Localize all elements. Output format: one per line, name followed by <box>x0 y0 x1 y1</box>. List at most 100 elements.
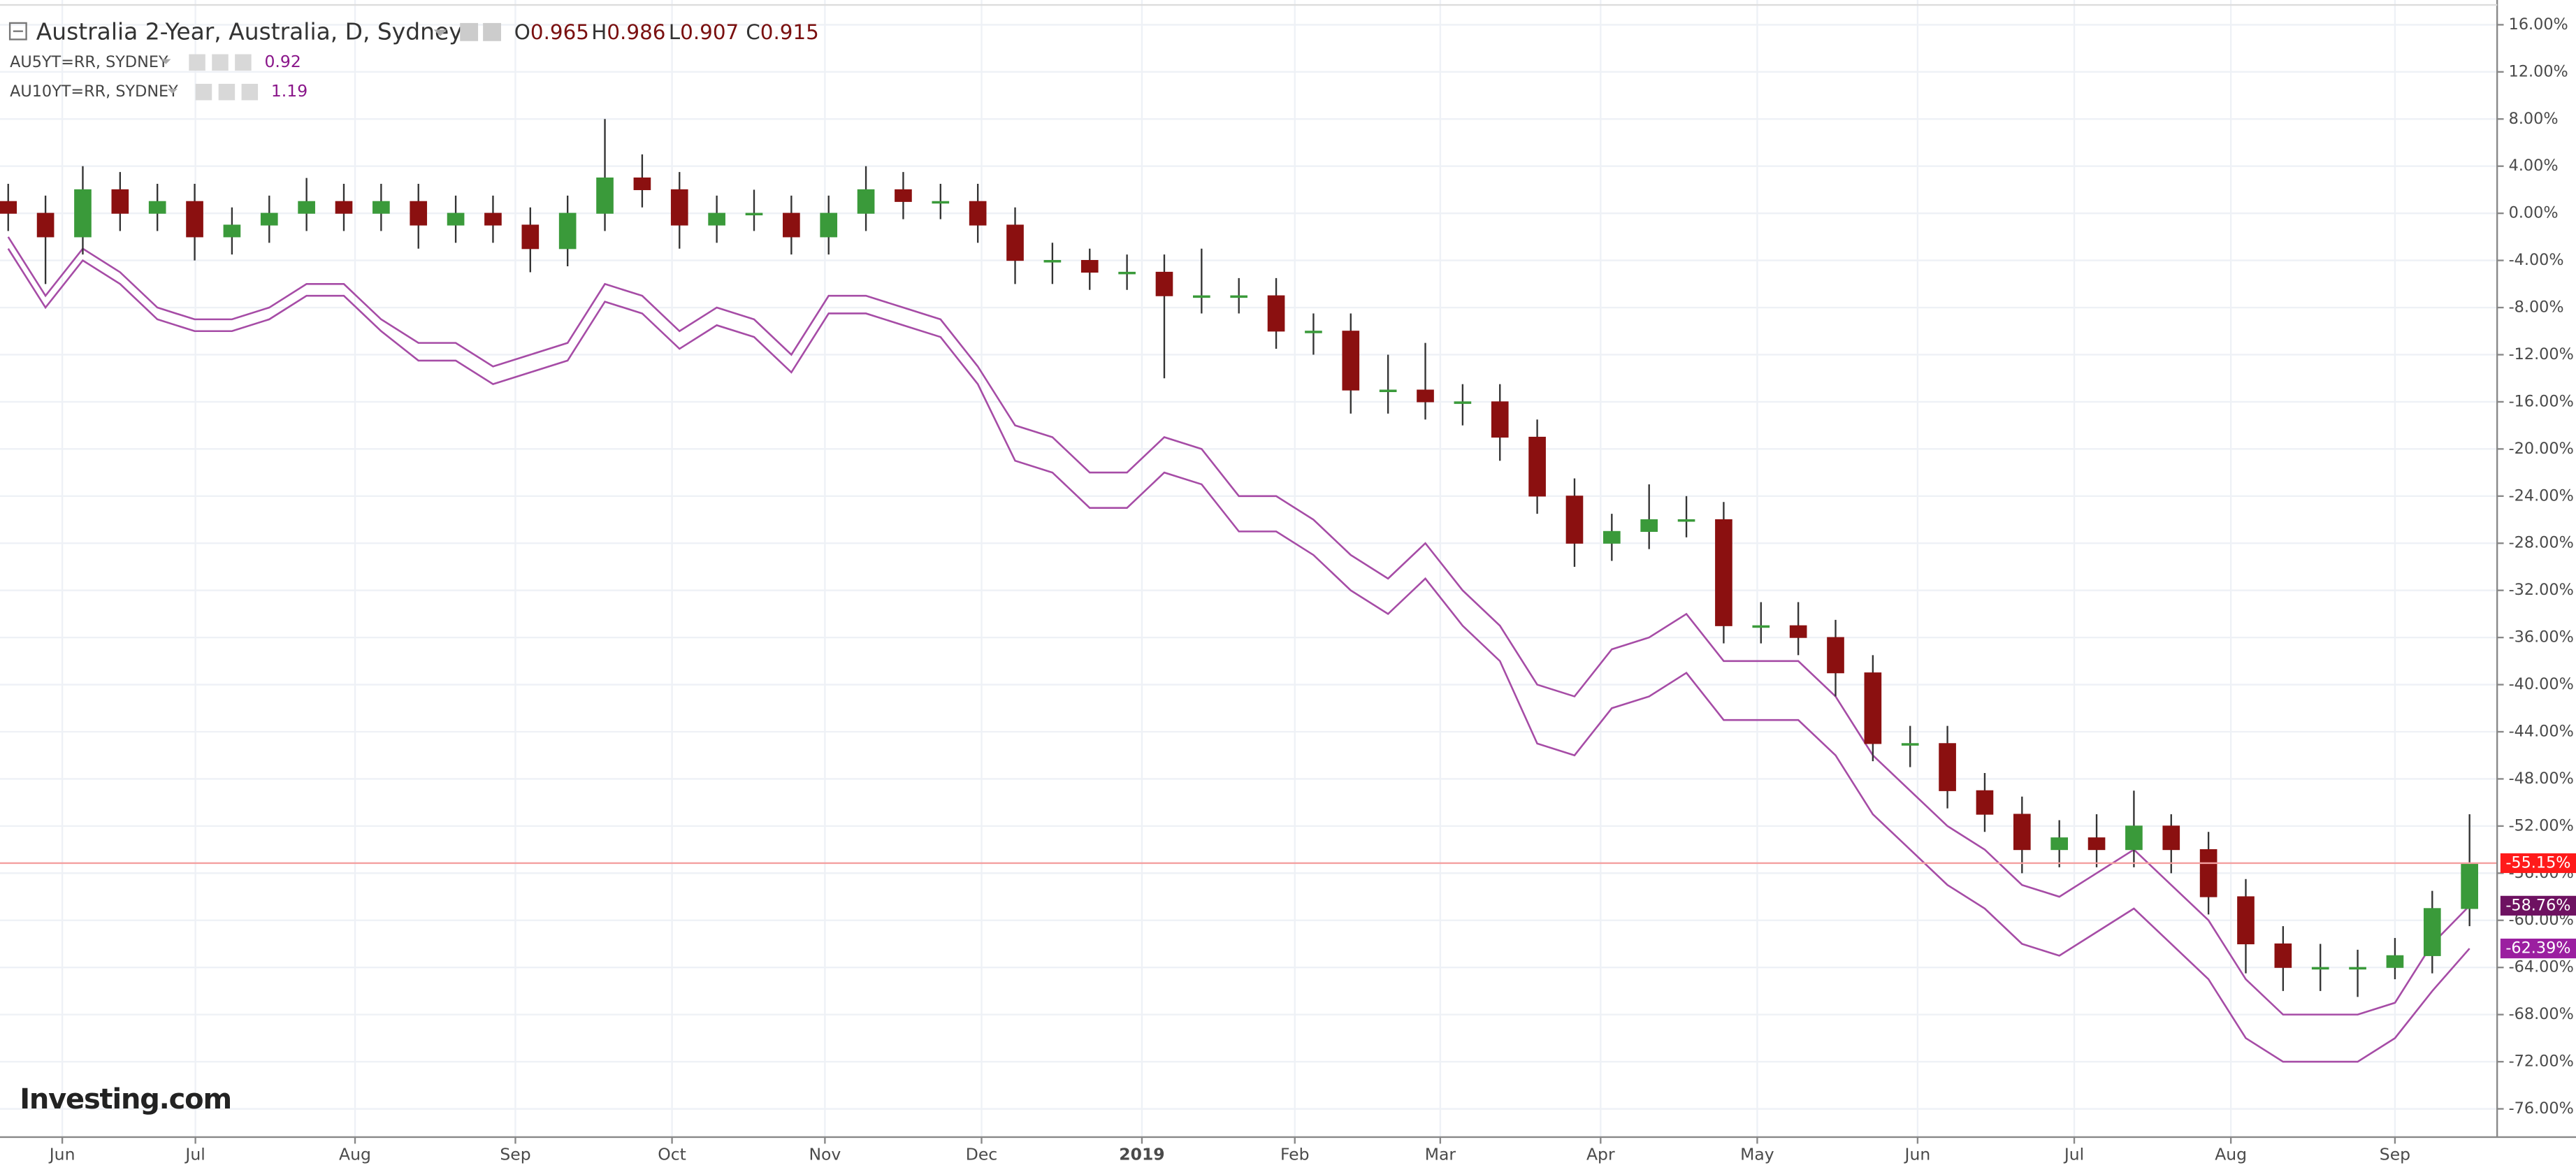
series-dropdown[interactable] <box>167 88 178 94</box>
main-title: Australia 2-Year, Australia, D, Sydney <box>36 18 463 45</box>
x-tick-label: Jul <box>184 1144 205 1164</box>
candle-body <box>223 224 241 238</box>
visibility-icon[interactable] <box>483 22 501 41</box>
comparison-line <box>7 236 2470 1016</box>
candle-body <box>111 189 129 214</box>
series-icon[interactable] <box>189 54 205 71</box>
series-last-label: -62.39% <box>2505 939 2570 958</box>
x-tick-label: Dec <box>966 1144 997 1164</box>
y-tick-label: -20.00% <box>2509 440 2574 458</box>
candle-body <box>1565 496 1584 544</box>
y-tick-label: 16.00% <box>2509 15 2568 34</box>
grid <box>0 0 2498 1137</box>
candle-body <box>1976 790 1994 815</box>
candle-body <box>1193 295 1210 298</box>
y-tick-label: -28.00% <box>2509 534 2574 552</box>
candle-body <box>745 212 763 216</box>
candle-body <box>335 201 353 214</box>
axes: 16.00% 12.00% 8.00% 4.00% 0.00% -4.00% -8.00% -… <box>48 15 2576 1164</box>
y-tick-label: -32.00% <box>2509 581 2574 599</box>
candle-body <box>0 201 17 214</box>
series-icon[interactable] <box>195 83 212 101</box>
candle-body <box>895 189 912 202</box>
y-tick-label: -8.00% <box>2509 298 2564 317</box>
candle-body <box>1901 743 1919 746</box>
series-name: AU5YT=RR, SYDNEY <box>10 53 168 71</box>
ohlc-letter: C <box>746 20 760 44</box>
candle-body <box>1118 271 1136 275</box>
last-price-badge <box>2500 853 2576 874</box>
x-tick-label: Nov <box>809 1144 841 1164</box>
series-icon[interactable] <box>241 83 259 101</box>
candle-body <box>1715 519 1732 626</box>
candle-body <box>2311 967 2329 970</box>
y-tick-label: 8.00% <box>2509 110 2559 128</box>
candle-body <box>410 201 428 226</box>
ohlc-item: H0.986 <box>591 20 665 44</box>
x-tick-label: Jun <box>1904 1144 1931 1164</box>
candle-body <box>558 212 577 250</box>
candle-body <box>148 201 166 214</box>
series-value: 0.92 <box>264 52 301 71</box>
y-tick-label: -52.00% <box>2509 816 2574 835</box>
ohlc-item: L0.907 <box>669 20 739 44</box>
candle-body <box>186 201 203 238</box>
x-tick-label: Sep <box>500 1144 530 1164</box>
series-legend: AU5YT=RR, SYDNEY 0.92 AU10YT=RR, SYDNEY 1.1… <box>10 52 307 101</box>
candle-body <box>1043 260 1062 263</box>
candle-body <box>1491 401 1509 438</box>
candle-body <box>1603 530 1621 544</box>
candle-body <box>1379 389 1397 393</box>
candle-body <box>2050 837 2069 851</box>
series-last-badge <box>2500 895 2576 916</box>
candle-body <box>521 224 540 250</box>
last-price-label: -55.15% <box>2505 853 2570 872</box>
y-tick-label: -16.00% <box>2509 392 2574 410</box>
candle-body <box>1155 271 1173 296</box>
ohlc-letter: H <box>591 20 607 44</box>
collapse-icon[interactable] <box>8 22 27 41</box>
header-legend: Australia 2-Year, Australia, D, Sydney O… <box>8 18 819 101</box>
y-tick-label: 0.00% <box>2509 204 2559 222</box>
candle-body <box>1752 625 1770 628</box>
series-dropdown[interactable] <box>161 59 171 64</box>
x-tick-label: Apr <box>1586 1144 1615 1164</box>
candle-body <box>2274 943 2292 968</box>
candle-body <box>1006 224 1024 261</box>
candle-body <box>298 201 315 214</box>
series-last-label: -58.76% <box>2505 896 2570 914</box>
y-tick-label: -72.00% <box>2509 1053 2574 1071</box>
candle-body <box>708 212 725 226</box>
candle-body <box>1864 672 1882 744</box>
y-tick-label: 4.00% <box>2509 157 2559 175</box>
candle-body <box>1827 637 1844 674</box>
series-icon[interactable] <box>218 83 236 101</box>
x-tick-label: Mar <box>1425 1144 1456 1164</box>
candle-body <box>2386 955 2404 968</box>
candle-body <box>1789 625 1807 638</box>
candle-body <box>2349 967 2366 970</box>
candle-body <box>74 189 92 238</box>
series-icon[interactable] <box>212 54 229 71</box>
y-tick-label: -44.00% <box>2509 722 2574 740</box>
ohlc-item: O0.965 <box>514 20 589 44</box>
x-tick-label: Feb <box>1280 1144 1310 1164</box>
candle-body <box>1454 401 1472 404</box>
candle-body <box>2199 849 2217 897</box>
series-icon[interactable] <box>235 54 252 71</box>
candle-body <box>1417 389 1434 403</box>
y-tick-label: -48.00% <box>2509 770 2574 788</box>
candle-body <box>1939 743 1956 791</box>
candle-body <box>1080 260 1099 273</box>
settings-icon[interactable] <box>460 22 479 41</box>
x-tick-label: Jun <box>48 1144 75 1164</box>
ohlc-value: 0.907 <box>680 20 739 44</box>
series-name: AU10YT=RR, SYDNEY <box>10 82 178 101</box>
candle-body <box>596 177 614 214</box>
title-dropdown[interactable] <box>433 29 447 36</box>
candle-body <box>2087 837 2106 851</box>
logo: Investing.com <box>20 1083 231 1115</box>
ohlc-value: 0.965 <box>530 20 589 44</box>
